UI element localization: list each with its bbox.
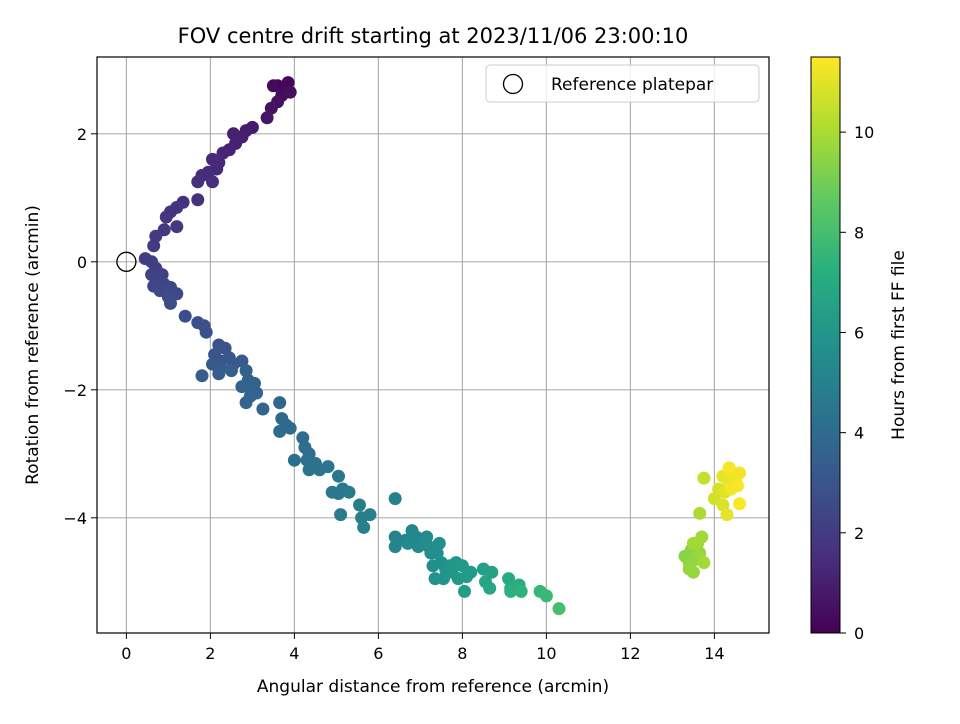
data-point <box>733 466 747 480</box>
y-tick-label: −2 <box>63 381 87 400</box>
x-axis-label: Angular distance from reference (arcmin) <box>257 677 609 697</box>
x-axis-ticks: 0 2 4 6 8 10 12 14 <box>121 633 725 663</box>
data-point <box>686 536 700 550</box>
data-point <box>357 520 371 534</box>
data-point <box>342 485 356 499</box>
data-point <box>256 402 270 416</box>
data-point <box>388 530 402 544</box>
data-point <box>273 396 287 410</box>
data-point <box>147 239 161 253</box>
data-point <box>321 460 335 474</box>
grid-lines <box>97 57 769 633</box>
data-point <box>332 469 345 483</box>
legend-label-reference: Reference platepar <box>551 75 713 95</box>
data-point <box>722 461 736 475</box>
data-point <box>485 565 499 579</box>
data-point <box>273 424 287 438</box>
x-tick-label: 8 <box>457 644 467 663</box>
data-point <box>170 220 184 234</box>
reference-marker <box>116 251 137 272</box>
colorbar-tick-label: 0 <box>854 624 864 643</box>
colorbar-gradient <box>810 56 841 634</box>
data-point <box>206 175 219 189</box>
data-point <box>682 562 696 576</box>
x-tick-label: 6 <box>373 644 383 663</box>
y-tick-label: 0 <box>77 253 87 272</box>
colorbar-tick-label: 10 <box>854 123 874 142</box>
data-point <box>199 325 213 339</box>
x-tick-label: 4 <box>289 644 299 663</box>
legend-marker-reference <box>502 73 524 95</box>
data-point <box>401 536 415 550</box>
data-point <box>191 175 205 189</box>
data-point <box>720 508 734 522</box>
colorbar-tick-label: 2 <box>854 524 864 543</box>
data-point <box>353 498 366 512</box>
legend: Reference platepar <box>485 64 760 103</box>
y-tick-label: −4 <box>63 509 87 528</box>
data-point <box>334 508 348 522</box>
colorbar-tick-label: 6 <box>854 323 864 342</box>
data-point <box>552 602 566 616</box>
y-axis-ticks: −4 −2 0 2 <box>63 125 97 528</box>
data-point <box>504 584 518 598</box>
chart-title: FOV centre drift starting at 2023/11/06 … <box>178 24 689 48</box>
data-point <box>191 193 205 207</box>
data-point <box>266 79 280 93</box>
data-point <box>363 508 377 522</box>
data-point <box>159 210 173 224</box>
colorbar-tick-label: 4 <box>854 424 864 443</box>
data-point <box>388 540 402 554</box>
data-point <box>731 479 744 493</box>
data-point <box>164 296 177 310</box>
data-point <box>235 380 249 394</box>
data-point <box>693 506 707 520</box>
legend-box <box>485 64 760 103</box>
data-point <box>464 565 478 579</box>
plot-frame <box>96 56 770 634</box>
colorbar-label: Hours from first FF file <box>889 250 909 440</box>
data-point <box>733 497 747 511</box>
x-tick-label: 14 <box>704 644 724 663</box>
data-point <box>697 556 711 570</box>
colorbar-tick-label: 8 <box>854 223 864 242</box>
data-point <box>178 309 192 323</box>
data-point <box>483 581 497 595</box>
data-point <box>212 367 226 381</box>
x-tick-label: 10 <box>536 644 556 663</box>
data-point <box>697 471 711 485</box>
data-point <box>250 386 264 400</box>
data-point <box>302 463 316 477</box>
data-point <box>239 396 253 410</box>
x-tick-label: 12 <box>620 644 640 663</box>
x-tick-label: 2 <box>205 644 215 663</box>
y-axis-label: Rotation from reference (arcmin) <box>23 205 43 485</box>
data-point <box>195 369 209 383</box>
colorbar: 0 2 4 6 8 10 Hours from first FF file <box>810 56 909 643</box>
data-point <box>287 453 301 467</box>
colorbar-ticks: 0 2 4 6 8 10 <box>840 123 874 643</box>
data-point <box>224 364 238 378</box>
data-point <box>260 111 274 125</box>
reference-marker-group <box>116 251 137 272</box>
x-tick-label: 0 <box>121 644 131 663</box>
data-point <box>388 492 402 506</box>
data-point <box>458 584 471 598</box>
data-points <box>138 76 747 616</box>
y-tick-label: 2 <box>77 125 87 144</box>
data-point <box>539 589 553 603</box>
data-point <box>283 85 297 99</box>
data-point <box>514 584 528 598</box>
data-point <box>283 421 297 435</box>
data-point <box>411 540 425 554</box>
